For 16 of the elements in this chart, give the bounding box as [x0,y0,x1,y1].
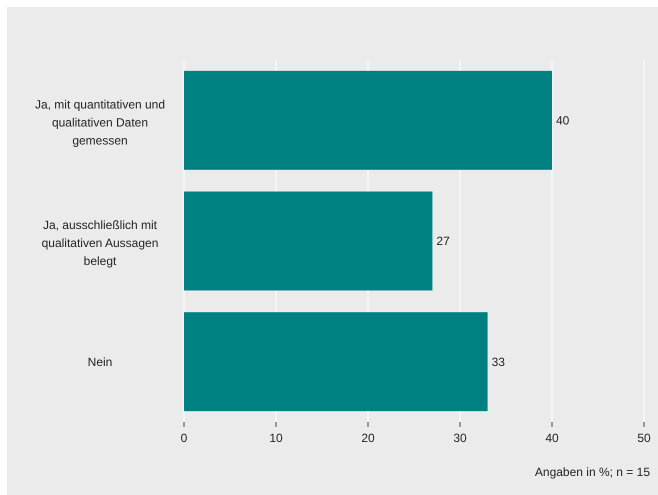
y-tick-label: Ja, ausschließlich mit qualitativen Aussagen belegt [42,218,158,268]
data-label: 33 [492,354,506,369]
data-label: 27 [436,234,450,248]
bar [184,312,488,412]
x-tick-label: 40 [545,431,559,445]
bar [184,70,552,170]
x-tick-label: 50 [637,431,651,445]
y-tick-label: Ja, mit quantitativen und qualitativen Daten gemessen [34,98,166,148]
y-tick-label: Nein [88,354,112,369]
x-tick-label: 10 [269,431,283,445]
bar [184,192,432,290]
data-label: 40 [556,114,570,128]
x-tick-label: 30 [453,431,467,445]
x-tick-label: 0 [180,431,188,445]
x-tick-label: 20 [361,431,375,445]
text: Angaben in %; n = 15 [534,465,650,479]
